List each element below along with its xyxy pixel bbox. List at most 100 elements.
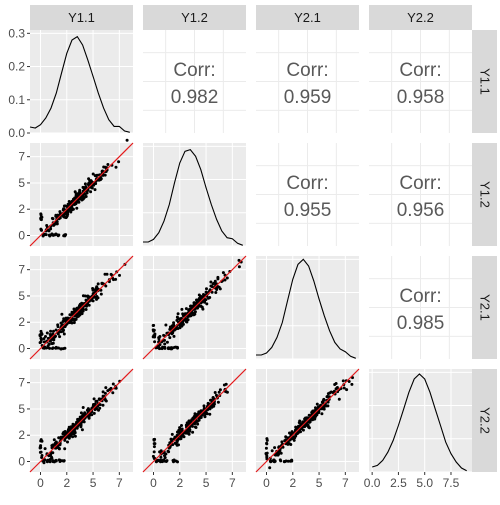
scatter-point [78,188,82,192]
scatter-point [81,294,85,298]
scatter-point [268,466,272,470]
scatter-point [196,422,200,426]
corr-value: 0.959 [284,87,332,108]
scatter-point [174,459,178,463]
scatter-point [191,417,195,421]
scatter-point [83,182,87,186]
scatter-point [79,411,83,415]
x-tick-label: 7 [342,476,349,490]
scatter-point [152,450,156,454]
column-strip [30,5,133,30]
scatter-point [208,296,212,299]
scatter-point [44,233,48,237]
scatter-point [103,173,107,177]
scatter-point [59,321,63,325]
scatter-point [62,459,66,463]
scatter-point [326,392,330,396]
scatter-point [49,227,53,231]
scatter-point [68,434,72,438]
scatter-point [279,451,283,455]
reference-line [29,255,134,360]
scatter-point [92,403,95,406]
scatter-point [152,442,156,446]
row-strip-label: Y2.2 [478,407,493,434]
scatter-point [187,427,191,431]
scatter-point [61,320,65,323]
scatter-point [334,387,338,391]
scatter-point [66,316,70,320]
scatter-point [164,323,168,327]
scatter-point [104,284,108,288]
scatter-point [218,287,222,291]
scatter-point [56,325,60,329]
column-strip-label: Y1.2 [181,10,208,25]
y-tick-label: 5 [18,289,25,303]
scatter-point [48,333,52,336]
scatter-point [89,190,93,194]
row-strip [472,369,497,472]
row-strip [472,256,497,359]
y-tick-label: 0.1 [8,93,25,107]
scatter-point [111,382,115,386]
scatter-point [175,433,179,437]
scatter-point [212,281,216,285]
scatter-point [42,340,46,344]
scatter-point [39,212,43,216]
x-tick-label: 5 [90,476,97,490]
scatter-point [217,390,221,394]
scatter-point [265,455,269,459]
scatter-point [197,410,201,414]
scatter-point [216,400,220,404]
scatter-point [203,299,207,303]
scatter-point [208,407,212,411]
scatter-point [221,271,225,275]
scatter-point [270,449,274,453]
scatter-point [176,430,179,434]
panel-bg [143,143,246,246]
scatter-point [95,297,98,301]
density-curve [29,35,130,133]
scatter-point [298,419,302,423]
scatter-point [63,346,67,350]
scatter-point [320,412,324,416]
y-tick-label: 5 [18,402,25,416]
scatter-point [216,285,220,289]
scatter-point [93,174,97,178]
scatter-point [290,430,294,434]
scatter-point [191,430,195,434]
y-tick-label: 0.2 [8,60,25,74]
scatter-point [57,446,61,450]
scatter-point [66,440,69,444]
scatter-point [322,397,326,401]
scatter-point [94,288,98,292]
scatter-point [40,228,43,232]
scatter-point [306,423,310,427]
scatter-point [48,339,52,343]
scatter-point [225,390,229,394]
scatter-point [100,281,104,285]
scatter-point [95,399,99,403]
scatter-point [95,295,99,298]
corr-label: Corr: [286,173,328,194]
scatter-point [39,217,43,221]
scatter-point [165,340,169,344]
scatter-point [118,273,121,277]
scatter-point [225,276,229,280]
scatter-point [51,233,55,237]
scatter-point [93,408,97,412]
corr-value: 0.956 [397,200,445,221]
scatter-point [72,310,76,314]
scatter-point [292,438,296,442]
scatter-point [180,307,184,311]
corr-label: Corr: [286,60,328,81]
x-tick-label: 0 [263,476,270,490]
scatter-point [47,342,51,346]
scatter-point [60,312,64,316]
scatter-point [50,342,54,346]
scatter-point [193,310,197,314]
scatter-point [104,386,108,390]
column-strip [256,5,359,30]
scatter-point [71,423,75,427]
scatter-point [214,291,218,294]
scatter-point [83,412,87,416]
